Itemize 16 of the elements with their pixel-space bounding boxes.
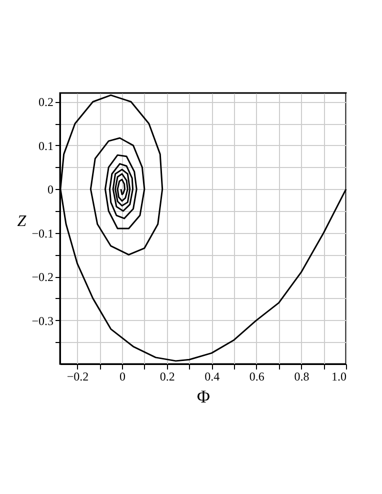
x-tick-label: 0.4 [204, 370, 220, 384]
x-tick-label: 1.0 [332, 370, 346, 384]
x-tick-label: 0.8 [294, 370, 310, 384]
y-tick-label: 0.2 [38, 95, 54, 110]
x-axis-title: Φ [196, 386, 210, 406]
x-tick-label: 0.6 [249, 370, 264, 384]
x-tick-label: 0.2 [160, 370, 175, 384]
x-tick-label: 0 [120, 370, 126, 384]
y-tick-label: 0.1 [38, 138, 54, 153]
y-tick-label: 0 [48, 182, 54, 197]
y-tick-label: −0.1 [32, 226, 54, 240]
x-tick-label: −0.2 [66, 370, 89, 384]
y-tick-label: −0.3 [32, 314, 54, 328]
y-axis-title: Z [17, 213, 28, 230]
line-series [60, 94, 347, 362]
y-tick-label: −0.2 [32, 270, 54, 284]
